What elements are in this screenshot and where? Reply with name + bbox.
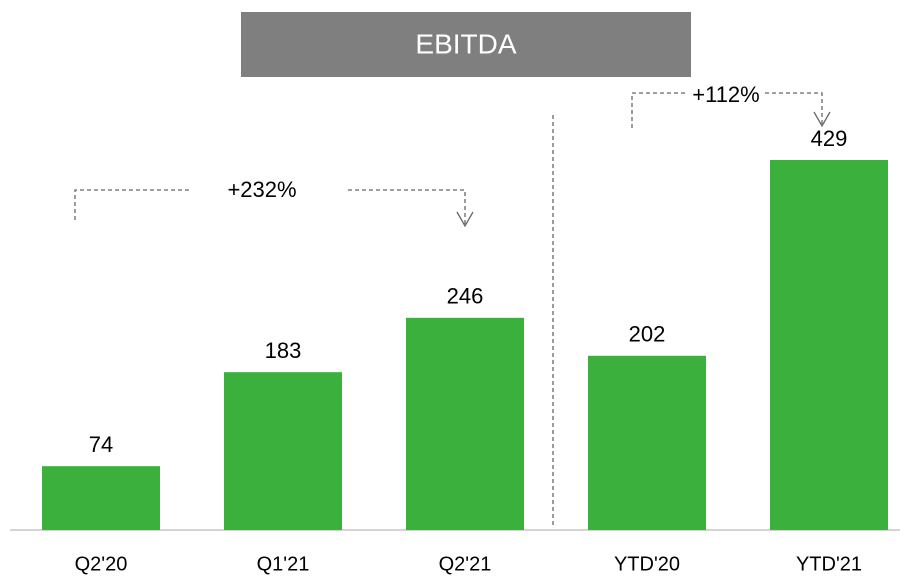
- title-box: [241, 12, 691, 77]
- x-tick-label: YTD'20: [614, 553, 680, 575]
- bar: [42, 466, 160, 530]
- value-label: 429: [811, 126, 848, 151]
- arrow-head: [456, 211, 474, 228]
- value-label: 74: [89, 432, 113, 457]
- bar: [588, 355, 706, 530]
- annotation-arrow: [631, 92, 823, 128]
- x-tick-label: YTD'21: [796, 553, 862, 575]
- annotation-arrow: [74, 189, 466, 225]
- value-label: 246: [447, 284, 484, 309]
- annotation: +112%: [692, 82, 759, 107]
- x-tick-label: Q2'20: [75, 553, 128, 575]
- annotation: +232%: [227, 177, 296, 202]
- bar: [406, 317, 524, 530]
- x-tick-label: Q2'21: [439, 553, 492, 575]
- chart-title: EBITDA: [415, 28, 516, 59]
- value-label: 202: [629, 322, 666, 347]
- arrow-head: [813, 111, 831, 128]
- bar: [770, 160, 888, 530]
- x-tick-label: Q1'21: [257, 553, 310, 575]
- value-label: 183: [265, 338, 302, 363]
- bar: [224, 372, 342, 530]
